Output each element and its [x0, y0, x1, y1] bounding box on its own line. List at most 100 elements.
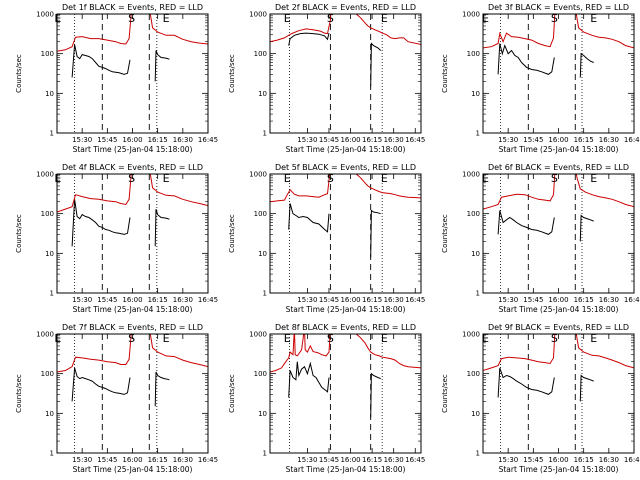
- y-tick-label: 100: [41, 50, 54, 58]
- y-tick-label: 1000: [36, 331, 54, 339]
- event-marker-label: S: [128, 12, 135, 25]
- event-marker-label: S: [128, 172, 135, 185]
- series-line-lld: [483, 174, 556, 210]
- y-tick-label: 100: [254, 50, 267, 58]
- series-line-events: [71, 199, 131, 247]
- y-tick-label: 100: [467, 370, 480, 378]
- panel-det-9: Det 9f BLACK = Events, RED = LLD Counts/s…: [441, 323, 640, 474]
- plot-frame: [56, 333, 209, 454]
- y-tick-label: 10: [258, 410, 267, 418]
- y-tick-label: 1000: [462, 331, 480, 339]
- x-tick-label: 15:30: [72, 296, 92, 304]
- y-tick-label: 1000: [462, 11, 480, 19]
- x-tick-label: 16:15: [574, 296, 594, 304]
- y-axis-label: Counts/sec: [441, 54, 449, 93]
- x-tick-label: 15:30: [72, 456, 92, 464]
- event-marker-label: E: [54, 332, 61, 345]
- series-line-lld: [270, 174, 331, 203]
- y-tick-label: 10: [471, 90, 480, 98]
- x-tick-label: 15:30: [297, 296, 317, 304]
- panel-title: Det 8f BLACK = Events, RED = LLD: [275, 323, 416, 332]
- y-tick-label: 1: [50, 450, 54, 458]
- series-line-events: [288, 203, 330, 233]
- y-tick-label: 10: [471, 410, 480, 418]
- plot-frame: [269, 13, 422, 134]
- y-axis-label: Counts/sec: [15, 54, 23, 93]
- x-tick-label: 16:45: [198, 296, 218, 304]
- x-tick-label: 16:00: [340, 136, 360, 144]
- x-axis-label: Start Time (25-Jan-04 15:18:00): [286, 465, 406, 474]
- x-tick-label: 16:15: [574, 136, 594, 144]
- x-axis-label: Start Time (25-Jan-04 15:18:00): [286, 305, 406, 314]
- y-tick-label: 10: [45, 250, 54, 258]
- event-marker-label: S: [551, 12, 558, 25]
- series-line-events: [497, 43, 555, 75]
- x-tick-label: 15:45: [97, 456, 117, 464]
- series-line-events: [71, 44, 131, 78]
- panel-title: Det 2f BLACK = Events, RED = LLD: [275, 3, 416, 12]
- panel-det-3: Det 3f BLACK = Events, RED = LLD Counts/s…: [441, 3, 640, 154]
- x-tick-label: 16:00: [548, 136, 568, 144]
- y-tick-label: 100: [254, 210, 267, 218]
- y-axis-label: Counts/sec: [228, 374, 236, 413]
- panel-det-6: Det 6f BLACK = Events, RED = LLD Counts/s…: [441, 163, 640, 314]
- x-tick-label: 16:00: [548, 456, 568, 464]
- series-line-events: [154, 208, 170, 247]
- panel-det-7: Det 7f BLACK = Events, RED = LLD Counts/s…: [15, 323, 218, 474]
- y-tick-label: 1000: [249, 11, 267, 19]
- series-line-lld: [149, 14, 208, 45]
- event-marker-label: E: [54, 172, 61, 185]
- y-tick-label: 1: [263, 290, 267, 298]
- x-tick-label: 16:30: [173, 136, 193, 144]
- series-line-lld: [149, 334, 208, 368]
- panel-title: Det 4f BLACK = Events, RED = LLD: [62, 163, 203, 172]
- x-tick-label: 16:45: [405, 136, 425, 144]
- x-axis-label: Start Time (25-Jan-04 15:18:00): [499, 305, 619, 314]
- x-axis-label: Start Time (25-Jan-04 15:18:00): [73, 145, 193, 154]
- series-line-events: [154, 50, 170, 82]
- series-line-events: [71, 367, 131, 402]
- y-tick-label: 100: [467, 50, 480, 58]
- x-tick-label: 16:30: [173, 296, 193, 304]
- event-marker-label: S: [327, 172, 334, 185]
- x-tick-label: 15:45: [97, 136, 117, 144]
- x-axis-label: Start Time (25-Jan-04 15:18:00): [499, 145, 619, 154]
- x-tick-label: 15:30: [498, 296, 518, 304]
- plot-frame: [56, 13, 209, 134]
- series-line-events: [579, 52, 594, 78]
- x-tick-label: 16:30: [599, 296, 619, 304]
- plot-frame: [482, 333, 635, 454]
- x-tick-label: 15:45: [523, 296, 543, 304]
- x-tick-label: 16:15: [574, 456, 594, 464]
- x-tick-label: 16:45: [405, 456, 425, 464]
- event-marker-label: E: [163, 332, 170, 345]
- y-axis-label: Counts/sec: [15, 374, 23, 413]
- series-line-events: [370, 209, 381, 258]
- plot-frame: [269, 333, 422, 454]
- event-marker-label: E: [284, 332, 291, 345]
- y-tick-label: 1000: [249, 171, 267, 179]
- event-marker-label: E: [482, 332, 489, 345]
- x-tick-label: 16:30: [599, 136, 619, 144]
- x-tick-label: 16:30: [384, 136, 404, 144]
- x-tick-label: 16:30: [173, 456, 193, 464]
- event-marker-label: E: [381, 12, 388, 25]
- y-tick-label: 1: [50, 130, 54, 138]
- y-tick-label: 1: [476, 130, 480, 138]
- x-axis-label: Start Time (25-Jan-04 15:18:00): [499, 465, 619, 474]
- event-marker-label: S: [327, 332, 334, 345]
- series-line-events: [579, 214, 594, 242]
- x-tick-label: 15:45: [523, 456, 543, 464]
- event-marker-label: E: [163, 12, 170, 25]
- event-marker-label: S: [128, 332, 135, 345]
- panel-det-4: Det 4f BLACK = Events, RED = LLD Counts/s…: [15, 163, 218, 314]
- y-tick-label: 100: [467, 210, 480, 218]
- x-tick-label: 16:15: [148, 136, 168, 144]
- y-axis-label: Counts/sec: [228, 214, 236, 253]
- series-line-lld: [270, 14, 332, 43]
- x-tick-label: 16:15: [362, 136, 382, 144]
- x-tick-label: 16:00: [122, 456, 142, 464]
- panel-det-1: Det 1f BLACK = Events, RED = LLD Counts/s…: [15, 3, 218, 154]
- x-tick-label: 16:00: [122, 136, 142, 144]
- panel-title: Det 6f BLACK = Events, RED = LLD: [488, 163, 629, 172]
